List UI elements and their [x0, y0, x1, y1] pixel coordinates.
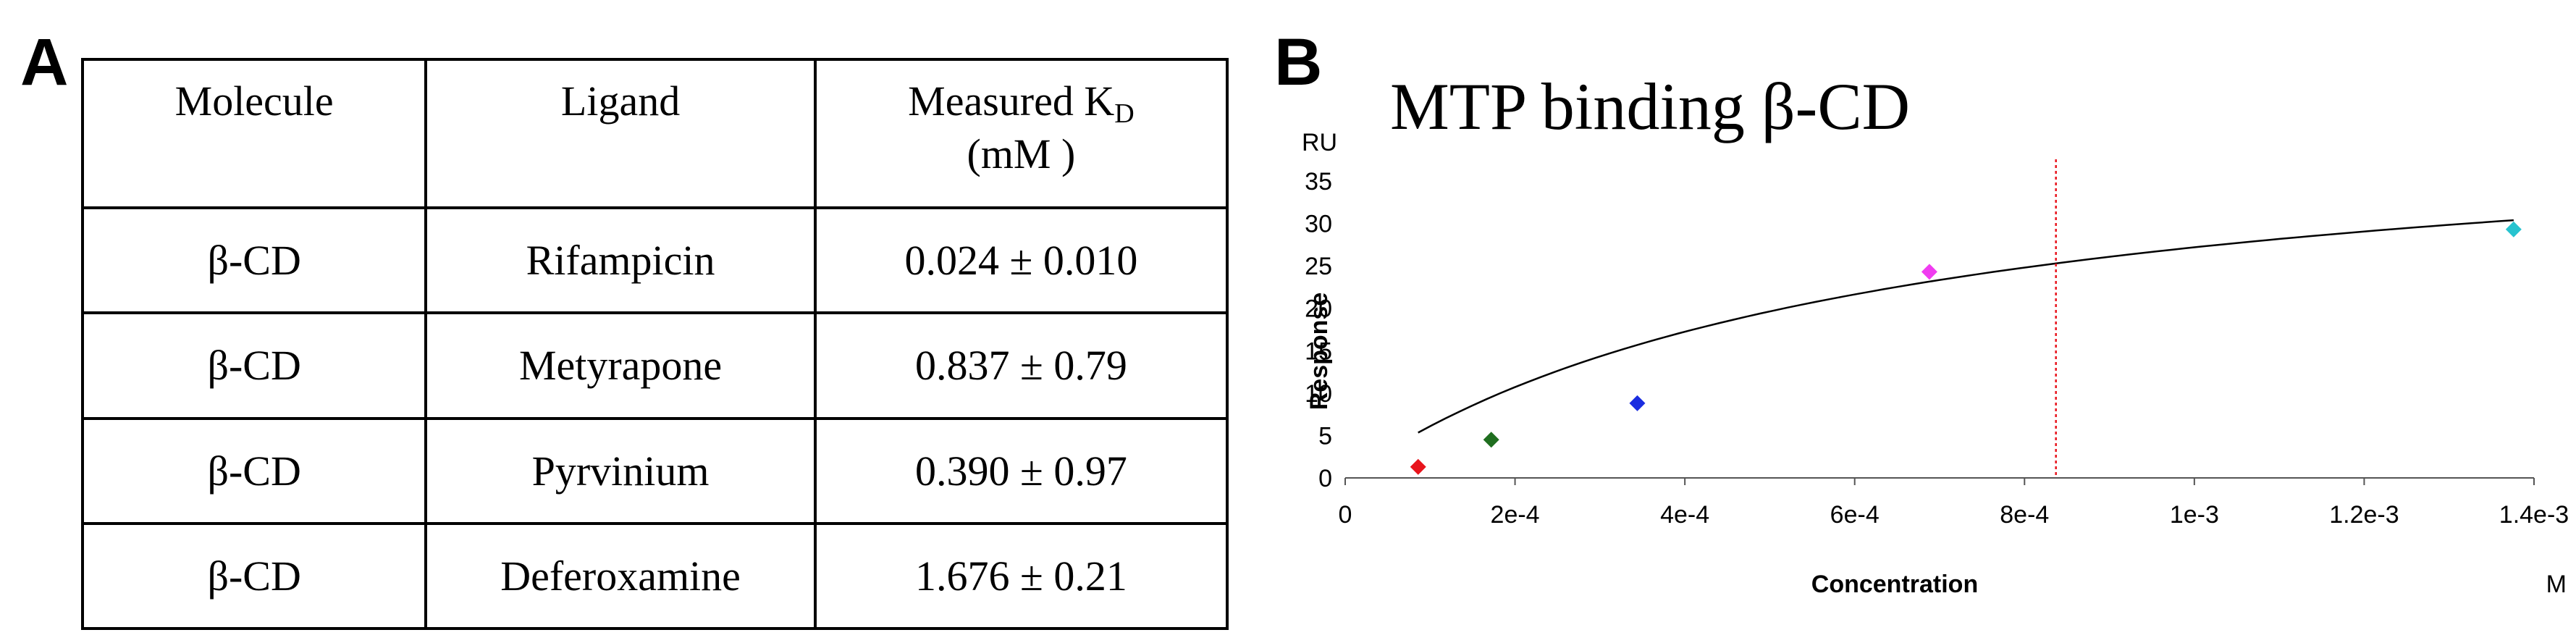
- table-row: β-CD Metyrapone 0.837 ± 0.79: [80, 311, 1229, 420]
- y-tick-label: 15: [1305, 337, 1332, 365]
- cell-molecule: β-CD: [80, 521, 428, 631]
- table-row: β-CD Deferoxamine 1.676 ± 0.21: [80, 521, 1229, 631]
- binding-chart: MTP binding β-CD RU M Response Concentra…: [1302, 70, 2569, 598]
- x-tick-label: 1e-3: [2170, 501, 2219, 529]
- cell-ligand: Metyrapone: [424, 311, 817, 420]
- y-tick-label: 25: [1305, 253, 1332, 280]
- panel-label-b: B: [1274, 25, 1323, 99]
- data-point: [1483, 432, 1499, 448]
- marks-layer: [1410, 159, 2522, 478]
- table-header-row: Molecule Ligand Measured KD (mM ): [80, 58, 1229, 209]
- y-tick-label: 10: [1305, 380, 1332, 408]
- x-unit-label: M: [2546, 571, 2567, 598]
- header-molecule: Molecule: [80, 58, 428, 209]
- x-tick-label: 1.2e-3: [2329, 501, 2399, 529]
- data-point: [2505, 221, 2522, 238]
- x-tick-label: 8e-4: [2000, 501, 2049, 529]
- cell-ligand: Pyrvinium: [424, 416, 817, 525]
- header-measured-unit: (mM ): [967, 130, 1076, 177]
- cell-kd: 0.390 ± 0.97: [813, 416, 1229, 525]
- kd-table-container: Molecule Ligand Measured KD (mM ) β-CD R…: [80, 58, 1229, 631]
- header-measured-kd: Measured KD (mM ): [813, 58, 1229, 209]
- cell-molecule: β-CD: [80, 416, 428, 525]
- table-row: β-CD Rifampicin 0.024 ± 0.010: [80, 206, 1229, 315]
- header-ligand: Ligand: [424, 58, 817, 209]
- y-tick-label: 35: [1305, 168, 1332, 196]
- x-tick-label: 1.4e-3: [2499, 501, 2569, 529]
- y-axis-title: Response: [1305, 293, 1333, 411]
- fit-curve: [1418, 219, 2514, 434]
- cell-kd: 1.676 ± 0.21: [813, 521, 1229, 631]
- cell-kd: 0.024 ± 0.010: [813, 206, 1229, 315]
- tick-layer: 0 5 10 15 20 25 30 35 0 2e-4 4e-4 6e-4 8e-4 1e-3 1.2e-…: [1305, 168, 2569, 529]
- chart-title: MTP binding β-CD: [1390, 70, 1910, 143]
- data-point: [1410, 458, 1426, 475]
- data-point: [1921, 264, 1937, 280]
- panel-label-a: A: [20, 25, 69, 99]
- y-tick-label: 0: [1318, 465, 1332, 492]
- cell-kd: 0.837 ± 0.79: [813, 311, 1229, 420]
- y-tick-label: 30: [1305, 211, 1332, 238]
- y-tick-label: 5: [1318, 422, 1332, 450]
- x-tick-label: 0: [1339, 501, 1352, 529]
- x-axis-title: Concentration: [1811, 571, 1978, 598]
- kd-table: Molecule Ligand Measured KD (mM ) β-CD R…: [80, 58, 1229, 631]
- x-tick-label: 6e-4: [1830, 501, 1880, 529]
- y-unit-label: RU: [1302, 129, 1337, 156]
- data-point: [1629, 395, 1646, 411]
- cell-ligand: Deferoxamine: [424, 521, 817, 631]
- table-row: β-CD Pyrvinium 0.390 ± 0.97: [80, 416, 1229, 525]
- header-measured-main: Measured K: [908, 77, 1115, 125]
- cell-molecule: β-CD: [80, 206, 428, 315]
- x-tick-label: 2e-4: [1491, 501, 1540, 529]
- x-tick-label: 4e-4: [1660, 501, 1709, 529]
- cell-ligand: Rifampicin: [424, 206, 817, 315]
- y-tick-label: 20: [1305, 295, 1332, 323]
- cell-molecule: β-CD: [80, 311, 428, 420]
- header-measured-subscript: D: [1114, 98, 1135, 129]
